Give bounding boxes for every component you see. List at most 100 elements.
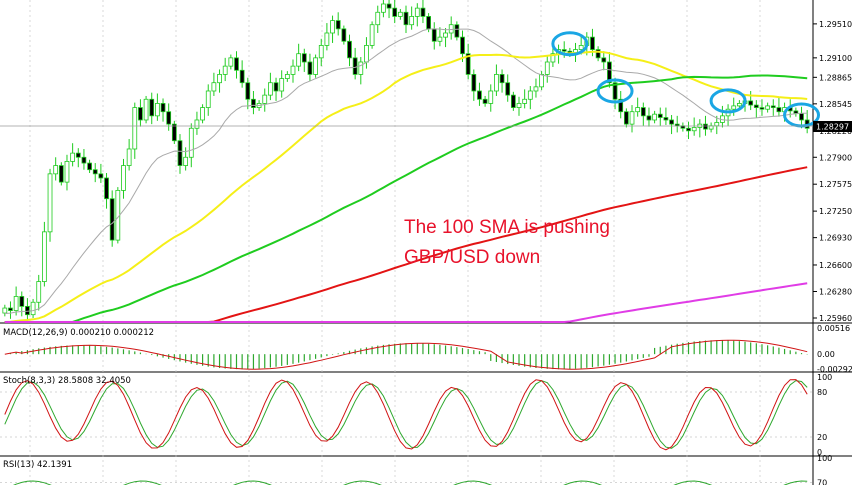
candle-body bbox=[652, 113, 657, 121]
candle-body bbox=[426, 16, 431, 30]
candle-body bbox=[731, 105, 737, 110]
candle-body bbox=[465, 53, 471, 75]
candle-body bbox=[341, 28, 347, 42]
candle-body bbox=[601, 57, 607, 63]
highlight-circle bbox=[551, 31, 589, 57]
ma-line bbox=[4, 74, 808, 323]
candle-body bbox=[75, 152, 81, 158]
candle-body bbox=[42, 231, 47, 282]
stoch-signal bbox=[4, 380, 808, 449]
candle-body bbox=[19, 296, 25, 307]
candle-body bbox=[397, 11, 403, 17]
candle-body bbox=[635, 107, 641, 113]
price-tick-label: 1.29100 bbox=[819, 54, 852, 63]
candle-body bbox=[194, 119, 200, 129]
candle-body bbox=[618, 98, 624, 113]
candle-body bbox=[369, 24, 375, 46]
macd-tick-label: -0.002926 bbox=[817, 365, 852, 374]
candle-body bbox=[268, 82, 273, 96]
candle-body bbox=[736, 103, 742, 107]
candle-body bbox=[471, 74, 477, 92]
candle-body bbox=[166, 111, 172, 125]
candle-body bbox=[324, 32, 330, 46]
candle-body bbox=[488, 90, 494, 104]
highlight-circle bbox=[596, 78, 634, 104]
price-tick-label: 1.27250 bbox=[819, 207, 852, 216]
candle-body bbox=[691, 127, 697, 132]
ma-line bbox=[4, 50, 808, 323]
price-tick-label: 1.26600 bbox=[819, 261, 852, 270]
candle-body bbox=[183, 156, 189, 166]
candle-body bbox=[657, 113, 663, 118]
candle-body bbox=[590, 36, 595, 50]
price-tick-label: 1.29510 bbox=[819, 20, 852, 29]
stoch-tick-label: 80 bbox=[817, 388, 827, 397]
candle-body bbox=[290, 65, 296, 75]
candle-body bbox=[53, 165, 59, 175]
candle-body bbox=[205, 90, 211, 108]
candle-body bbox=[234, 57, 239, 71]
stoch-title: Stoch(8,3,3) 28.5808 32.4050 bbox=[3, 376, 131, 386]
candle-body bbox=[58, 165, 64, 183]
candle-body bbox=[505, 82, 511, 96]
stoch-tick-label: 0 bbox=[817, 448, 822, 457]
candle-body bbox=[703, 123, 708, 130]
stoch-panel bbox=[0, 374, 813, 454]
rsi-tick-label: 70 bbox=[817, 479, 827, 485]
candle-body bbox=[98, 173, 104, 179]
candle-body bbox=[482, 98, 488, 104]
candle-body bbox=[510, 94, 516, 108]
axis-labels: 1.295101.291001.288651.285451.282201.279… bbox=[813, 20, 852, 485]
candle-body bbox=[578, 45, 584, 50]
candle-body bbox=[646, 115, 652, 121]
candle-body bbox=[629, 111, 635, 125]
candle-body bbox=[13, 296, 19, 311]
candle-body bbox=[284, 74, 290, 79]
candle-body bbox=[776, 107, 782, 113]
price-tick-label: 1.27900 bbox=[819, 153, 852, 162]
candle-body bbox=[753, 104, 759, 108]
candle-body bbox=[714, 122, 720, 127]
candle-body bbox=[364, 45, 369, 63]
candle-body bbox=[211, 82, 217, 92]
candle-body bbox=[222, 65, 228, 75]
candle-body bbox=[431, 28, 437, 42]
candle-body bbox=[460, 36, 465, 55]
current-price-tag bbox=[813, 121, 852, 132]
candle-body bbox=[770, 105, 776, 108]
candle-body bbox=[251, 98, 256, 108]
rsi-marks bbox=[0, 480, 813, 485]
candle-body bbox=[765, 105, 771, 110]
price-tick-label: 1.27575 bbox=[819, 180, 852, 189]
candle-body bbox=[296, 53, 302, 67]
macd-marks bbox=[4, 339, 808, 370]
stoch-main bbox=[4, 379, 808, 451]
highlight-circle bbox=[709, 88, 747, 114]
candle-body bbox=[330, 20, 335, 34]
candle-body bbox=[132, 107, 138, 150]
candle-body bbox=[217, 74, 222, 84]
candle-body bbox=[686, 127, 691, 132]
candle-body bbox=[499, 74, 505, 84]
candle-body bbox=[386, 3, 392, 9]
candle-body bbox=[239, 69, 245, 84]
candle-body bbox=[318, 45, 324, 59]
candle-body bbox=[36, 281, 42, 303]
candle-body bbox=[640, 107, 646, 117]
macd-title: MACD(12,26,9) 0.000210 0.000212 bbox=[3, 328, 154, 338]
price-tick-label: 1.25960 bbox=[819, 314, 852, 323]
candle-body bbox=[245, 82, 251, 100]
candle-body bbox=[674, 123, 680, 127]
candle-body bbox=[81, 156, 87, 164]
candle-body bbox=[375, 11, 381, 26]
candle-body bbox=[612, 82, 618, 100]
stoch-marks bbox=[0, 379, 813, 451]
candle-body bbox=[663, 117, 669, 121]
candle-body bbox=[669, 119, 674, 125]
candle-body bbox=[149, 98, 155, 117]
macd-tick-label: 0.00516 bbox=[817, 324, 850, 333]
candle-body bbox=[200, 107, 205, 121]
macd-tick-label: 0.00 bbox=[817, 350, 835, 359]
candle-body bbox=[494, 74, 499, 92]
